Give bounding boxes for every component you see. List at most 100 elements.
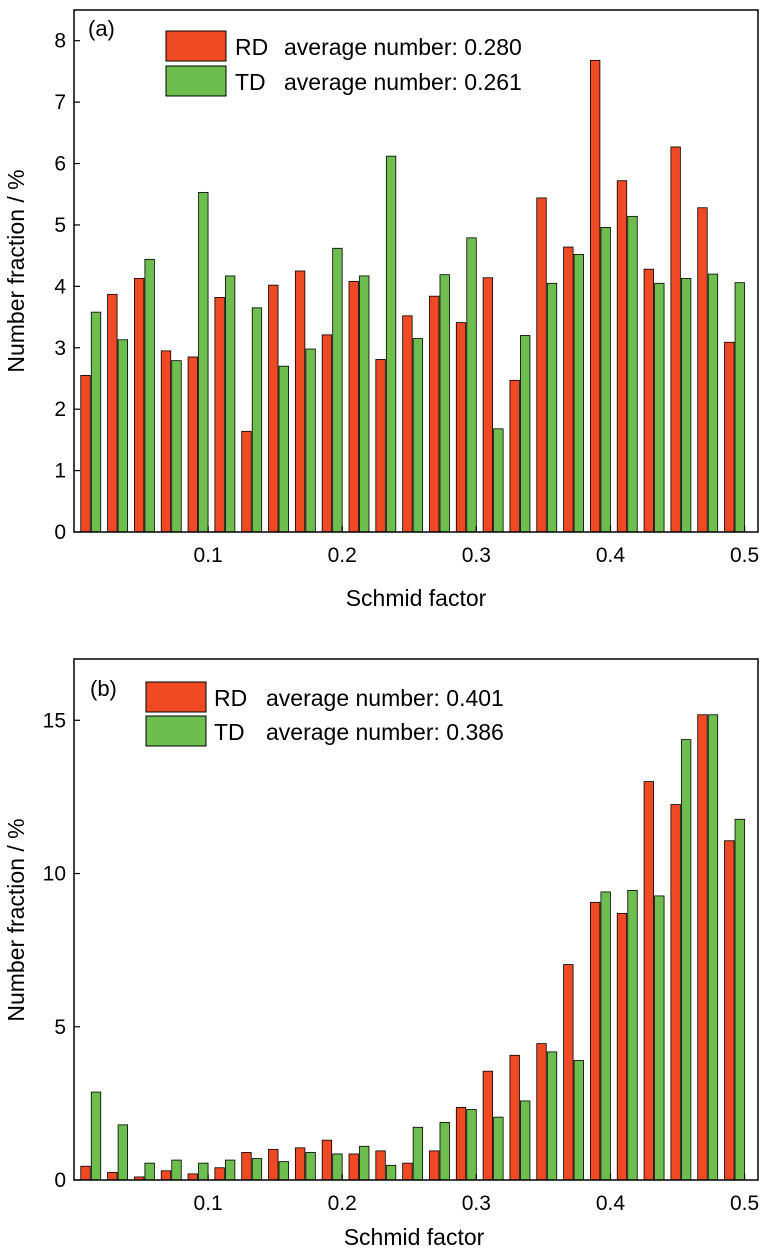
bar-td (90, 311, 102, 533)
bar-td (546, 282, 558, 533)
bar-rd (348, 281, 359, 533)
panel-label: (a) (88, 16, 115, 41)
bar-td (305, 1152, 316, 1181)
x-tick-label: 0.1 (194, 544, 223, 567)
bar-td (493, 1116, 504, 1181)
bar-td (600, 226, 611, 533)
bar-rd (402, 315, 413, 533)
bar-rd (724, 341, 735, 533)
y-tick-label: 6 (54, 153, 66, 176)
bar-rd (268, 284, 279, 533)
bar-rd (455, 1106, 467, 1181)
legend-label-td: average number: 0.386 (266, 719, 504, 745)
x-tick-label: 0.1 (194, 1192, 223, 1215)
bar-rd (429, 1150, 440, 1181)
legend: RD average number: 0.280 TD average numb… (165, 30, 522, 97)
chart-panel-a: 0 1 2 3 4 5 6 7 8 0.1 0.2 0.3 0.4 0.5 (a) RD average… (3, 9, 759, 611)
y-tick-label: 8 (54, 30, 66, 53)
legend-label-rd: average number: 0.280 (284, 34, 522, 60)
bar-td (573, 254, 584, 533)
bar-td (171, 360, 182, 533)
y-axis-ticks: 0 1 2 3 4 5 6 7 8 (54, 30, 80, 544)
bar-td (573, 1060, 584, 1181)
bar-td (117, 339, 128, 533)
bar-td (439, 1121, 450, 1181)
x-axis-ticks: 0.1 0.2 0.3 0.4 0.5 (194, 1174, 759, 1215)
bar-rd (160, 1170, 172, 1181)
bar-rd (670, 146, 681, 533)
bar-td (734, 818, 745, 1181)
y-tick-label: 2 (54, 398, 66, 421)
x-tick-label: 0.3 (462, 1192, 491, 1215)
plot-area-frame (73, 658, 759, 1181)
bar-rd (214, 297, 225, 533)
legend-swatch-td (145, 715, 207, 747)
bar-rd (563, 964, 574, 1181)
legend-swatch-rd (165, 30, 227, 62)
bar-td (198, 1162, 209, 1181)
bar-td (493, 428, 504, 533)
panel-label: (b) (90, 676, 117, 701)
bar-group (80, 714, 745, 1181)
x-tick-label: 0.2 (328, 544, 357, 567)
bar-td (385, 155, 397, 533)
legend-series-name-rd: RD (214, 685, 247, 711)
bar-rd (187, 356, 198, 533)
bar-rd (590, 901, 601, 1181)
bar-rd (429, 295, 440, 533)
bar-rd (536, 197, 547, 533)
bar-rd (294, 270, 306, 533)
bar-td (305, 348, 316, 533)
bar-rd (643, 268, 654, 533)
legend: RD average number: 0.401 TD average numb… (145, 681, 504, 747)
bar-td (707, 273, 719, 533)
bar-rd (563, 246, 574, 533)
legend-swatch-rd (145, 681, 207, 713)
bar-rd (697, 714, 708, 1181)
legend-label-rd: average number: 0.401 (266, 685, 504, 711)
x-axis-title: Schmid factor (346, 585, 487, 611)
bar-rd (697, 207, 708, 533)
y-tick-label: 5 (54, 1016, 66, 1039)
x-tick-label: 0.4 (596, 544, 626, 567)
bar-td (707, 714, 719, 1181)
bar-rd (643, 781, 654, 1181)
legend-swatch-td (165, 65, 227, 97)
legend-series-name-td: TD (235, 69, 266, 95)
bar-rd (214, 1167, 225, 1181)
bar-td (466, 1109, 477, 1181)
bar-td (332, 1153, 343, 1181)
legend-label-td: average number: 0.261 (284, 69, 522, 95)
bar-td (385, 1164, 397, 1181)
bar-rd (107, 293, 118, 533)
bar-rd (160, 350, 172, 533)
plot-area-frame (73, 9, 759, 533)
bar-rd (134, 277, 145, 533)
bar-rd (402, 1162, 413, 1181)
bar-rd (616, 912, 628, 1181)
bar-rd (321, 334, 333, 533)
y-tick-label: 4 (54, 275, 66, 298)
bar-td (520, 1100, 531, 1181)
y-tick-label: 7 (54, 91, 66, 114)
bar-td (359, 1145, 370, 1181)
bar-rd (268, 1148, 279, 1181)
bar-rd (241, 1152, 252, 1181)
bar-td (224, 1159, 236, 1181)
bar-td (520, 335, 531, 533)
y-tick-label: 0 (54, 521, 66, 544)
x-tick-label: 0.3 (462, 544, 491, 567)
x-tick-label: 0.5 (730, 1192, 759, 1215)
bar-td (251, 1158, 263, 1181)
y-tick-label: 15 (43, 709, 66, 732)
bar-rd (482, 1070, 494, 1181)
bar-rd (107, 1171, 118, 1181)
bar-rd (482, 277, 494, 533)
bar-td (90, 1091, 102, 1181)
bar-rd (321, 1139, 333, 1181)
y-axis-title: Number fraction / % (3, 818, 29, 1021)
bar-td (359, 275, 370, 533)
bar-td (546, 1051, 558, 1181)
bar-rd (80, 374, 91, 533)
